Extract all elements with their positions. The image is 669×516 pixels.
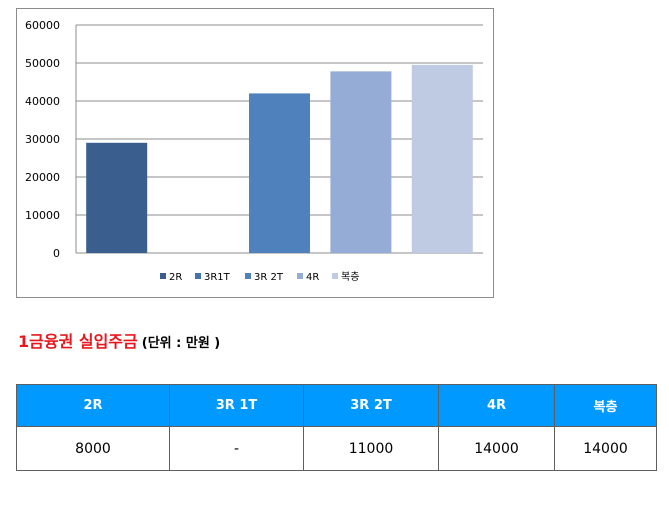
table-header-cell: 3R 2T (303, 384, 439, 427)
legend-label: 4R (306, 272, 319, 283)
bar-4R (330, 71, 392, 253)
legend-swatch (195, 273, 201, 279)
bar-복층 (411, 64, 473, 254)
table-header-cell: 3R 1T (169, 384, 304, 427)
y-tick-label: 50000 (25, 57, 60, 70)
table-row: 8000 - 11000 14000 14000 (16, 426, 657, 471)
table-header-cell: 4R (438, 384, 555, 427)
table-header-cell: 복층 (554, 384, 657, 427)
y-tick-label: 60000 (25, 19, 60, 32)
table-cell: 14000 (438, 426, 555, 471)
heading-title: 1금융권 실입주금 (18, 332, 138, 351)
bar-3R 2T (249, 93, 310, 254)
bar-2R (86, 142, 148, 253)
chart-plot: 0 10000 20000 30000 40000 50000 60000 2R 3R1T 3R … (25, 19, 483, 283)
table-cell: 8000 (16, 426, 170, 471)
legend-swatch (245, 273, 251, 279)
y-tick-label: 40000 (25, 95, 60, 108)
legend-swatch (332, 273, 338, 279)
y-tick-label: 0 (53, 247, 60, 260)
y-tick-label: 10000 (25, 209, 60, 222)
legend-label: 복층 (341, 271, 359, 283)
deposit-table: 2R 3R 1T 3R 2T 4R 복층 8000 - 11000 14000 … (16, 384, 657, 471)
table-header-cell: 2R (16, 384, 170, 427)
table-cell: 14000 (554, 426, 657, 471)
section-heading: 1금융권 실입주금 (단위 : 만원 ) (18, 328, 220, 352)
legend-label: 3R1T (204, 272, 231, 283)
table-cell: 11000 (303, 426, 439, 471)
legend-swatch (160, 273, 166, 279)
legend-label: 2R (169, 272, 182, 283)
bar-chart: 0 10000 20000 30000 40000 50000 60000 2R 3R1T 3R … (16, 8, 494, 298)
legend-label: 3R 2T (254, 272, 284, 283)
table-header-row: 2R 3R 1T 3R 2T 4R 복층 (16, 384, 657, 427)
legend-swatch (297, 273, 303, 279)
y-tick-label: 30000 (25, 133, 60, 146)
y-tick-label: 20000 (25, 171, 60, 184)
heading-unit: (단위 : 만원 ) (141, 336, 221, 351)
table-cell: - (169, 426, 304, 471)
